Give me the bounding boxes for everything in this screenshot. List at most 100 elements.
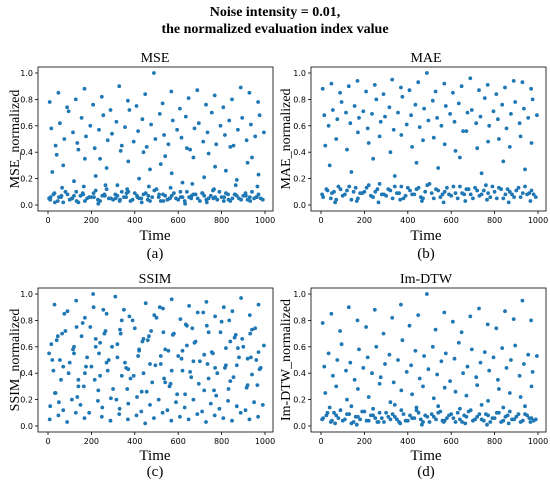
panel-c-data-point <box>250 327 254 332</box>
panel-a-data-point <box>143 92 148 96</box>
panel-b-data-point <box>501 196 506 201</box>
panel-a-data-point <box>257 113 262 118</box>
panel-d-data-point <box>325 410 330 415</box>
panel-d-data-point <box>364 325 368 329</box>
panel-d-ytick-label: 0.0 <box>293 422 306 431</box>
panel-d-data-point <box>512 417 516 422</box>
panel-d-data-point <box>474 375 479 380</box>
panel-a-ytick-label: 0.0 <box>20 201 33 210</box>
panel-b-data-point <box>387 105 392 110</box>
panel-c-data-point <box>228 379 233 383</box>
panel-c-data-point <box>163 347 168 352</box>
panel-b-data-point <box>494 196 499 201</box>
panel-c-data-point <box>236 346 240 350</box>
panel-c-data-point <box>185 343 189 348</box>
panel-d-data-point <box>373 416 378 420</box>
panel-b-data-point <box>494 92 499 96</box>
panel-a-ytick-label: 1.0 <box>20 69 33 78</box>
panel-a-data-point <box>253 134 258 139</box>
panel-d-data-point <box>503 309 507 314</box>
panel-c-data-point <box>66 371 71 376</box>
panel-a-data-point <box>231 143 236 148</box>
panel-b-data-point <box>506 200 511 205</box>
panel-c-ytick-label: 0.0 <box>20 422 33 431</box>
panel-c-data-point <box>143 421 148 426</box>
panel-d-data-point <box>383 362 387 366</box>
panel-a-data-point <box>74 199 79 203</box>
panel-d-data-point <box>392 414 397 419</box>
panel-d-data-point <box>464 414 469 419</box>
panel-b-data-point <box>491 109 496 114</box>
panel-d-data-point <box>486 413 490 418</box>
panel-a-data-point <box>119 143 124 148</box>
panel-a-data-point <box>139 200 144 205</box>
panel-c-data-point <box>238 410 243 415</box>
panel-a-data-point <box>113 196 118 201</box>
panel-a-data-point <box>66 109 71 114</box>
panel-a-data-point <box>108 108 113 112</box>
panel-c-x-ticks: 0 200 400 600 800 1000 <box>45 432 275 446</box>
panel-a-data-point <box>157 112 162 116</box>
panel-d-data-point <box>364 418 369 423</box>
panel-d-data-point <box>529 318 533 323</box>
panel-a-data-point <box>60 185 64 190</box>
panel-b-data-point <box>386 187 391 192</box>
panel-a-data-point <box>54 152 59 157</box>
panel-a-data-point <box>50 170 55 174</box>
panel-c-data-point <box>61 364 66 369</box>
panel-c-data-point <box>131 373 136 378</box>
panel-b-data-point <box>490 184 495 189</box>
panel-a-data-point <box>148 199 152 203</box>
panel-c-data-point <box>101 307 106 312</box>
panel-d-data-point <box>352 377 357 382</box>
panel-a-data-point <box>79 116 84 120</box>
panel-d-data-point <box>535 354 539 358</box>
panel-b-data-point <box>471 196 475 201</box>
panel-d-data-point <box>404 370 409 374</box>
panel-d-data-point <box>338 408 343 413</box>
panel-c-data-point <box>135 395 139 399</box>
panel-b-data-point <box>460 191 464 196</box>
panel-b-data-point <box>377 134 382 139</box>
panel-b-data-point <box>431 196 436 201</box>
panel-b-data-point <box>347 184 352 189</box>
panel-d-data-point <box>336 416 341 420</box>
panel-c-data-point <box>92 377 97 382</box>
panel-b-data-point <box>352 104 357 108</box>
panel-b-data-point <box>463 199 468 203</box>
panel-c-data-point <box>257 367 262 372</box>
panel-b-data-point <box>376 200 381 205</box>
panel-c-data-point <box>169 368 174 373</box>
panel-b-data-point <box>377 182 382 186</box>
panel-b-data-point <box>482 96 487 100</box>
panel-a-data-point <box>262 130 266 135</box>
panel-c-data-point <box>73 410 78 415</box>
panel-c-data-point <box>168 381 173 386</box>
panel-a-data-point <box>218 123 223 128</box>
panel-d-xtick-label: 1000 <box>528 437 548 446</box>
panel-a-data-point <box>47 100 52 104</box>
panel-d-data-point <box>327 405 332 410</box>
panel-d-data-point <box>533 417 538 422</box>
panel-a-data-point <box>168 196 172 201</box>
panel-b-data-point <box>421 138 425 143</box>
panel-d-data-point <box>517 373 522 378</box>
panel-a-axes-frame <box>37 66 274 212</box>
panel-b-data-point <box>338 90 342 95</box>
panel-a-data-point <box>152 188 157 193</box>
panel-c-data-point <box>198 359 202 364</box>
panel-d-data-point <box>320 321 325 325</box>
panel-c-data-point <box>106 358 111 362</box>
panel-d-data-point <box>469 347 474 352</box>
panel-a-data-point <box>204 200 209 205</box>
panel-b-data-point <box>399 184 404 189</box>
figure-title-line-2: the normalized evaluation index value <box>161 22 389 37</box>
panel-c-data-point <box>206 376 211 381</box>
panel-a-data-point <box>234 178 239 182</box>
panel-a-data-point <box>250 155 254 160</box>
panel-d-data-point <box>529 416 534 420</box>
panel-a-data-point <box>61 163 66 168</box>
panel-c-data-point <box>226 387 231 391</box>
panel-a-data-point <box>49 126 54 131</box>
panel-a-data-point <box>88 123 93 128</box>
